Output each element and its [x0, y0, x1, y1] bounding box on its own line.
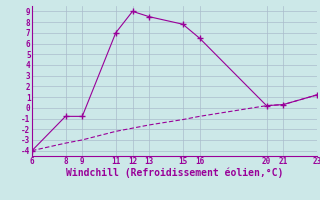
X-axis label: Windchill (Refroidissement éolien,°C): Windchill (Refroidissement éolien,°C): [66, 168, 283, 178]
